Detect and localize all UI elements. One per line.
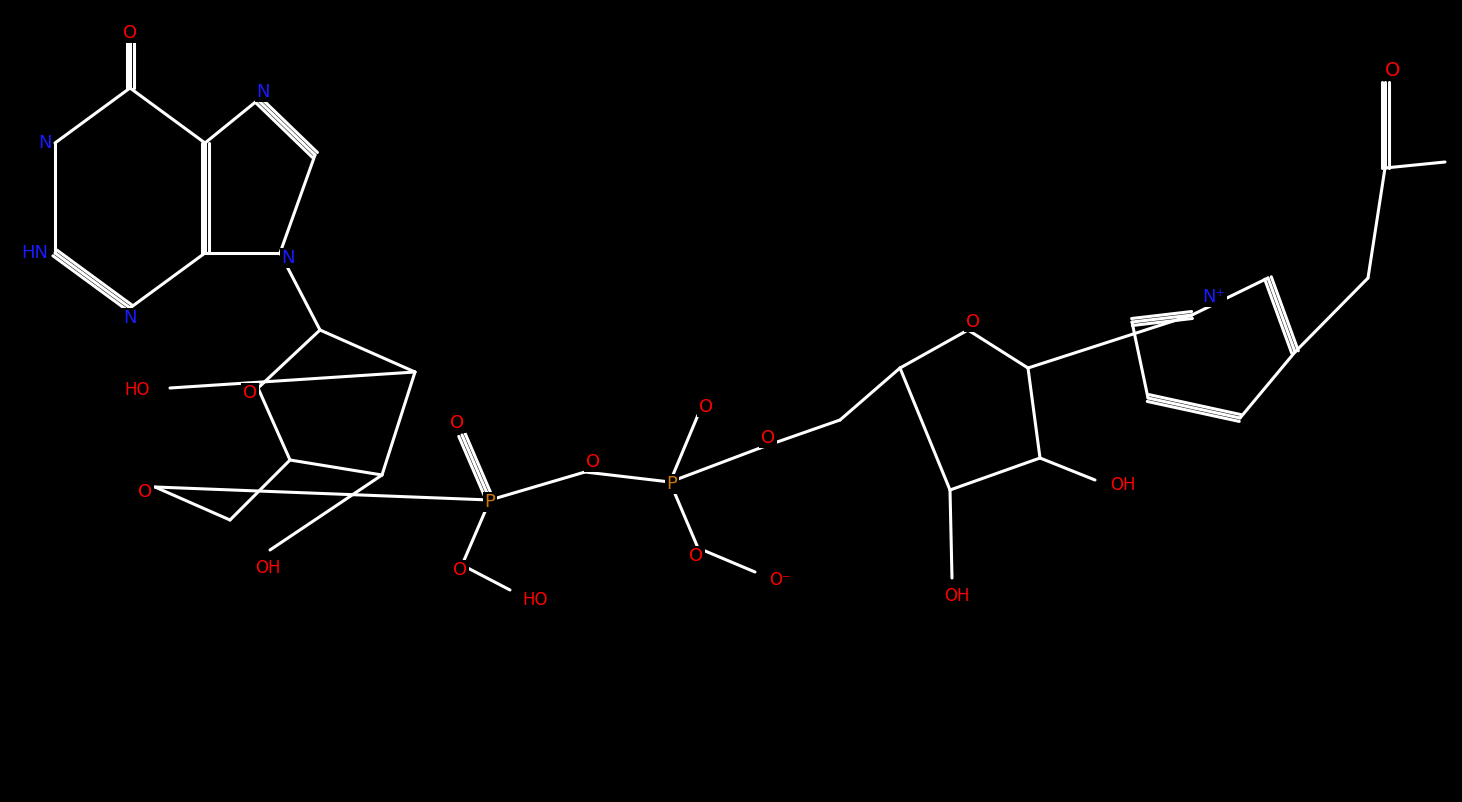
Text: O: O	[123, 24, 137, 42]
Text: N: N	[123, 309, 137, 327]
Text: HN: HN	[22, 244, 48, 262]
Text: O: O	[137, 483, 152, 501]
Text: O: O	[699, 398, 713, 416]
Text: O⁻: O⁻	[769, 571, 791, 589]
Text: N⁺: N⁺	[1203, 288, 1225, 306]
Text: N: N	[256, 83, 270, 101]
Text: OH: OH	[944, 587, 969, 605]
Text: O: O	[966, 313, 980, 331]
Text: O: O	[689, 547, 703, 565]
Text: O: O	[586, 453, 599, 471]
Text: HO: HO	[522, 591, 548, 609]
Text: HO: HO	[124, 381, 151, 399]
Text: P: P	[484, 493, 496, 511]
Text: O: O	[243, 384, 257, 402]
Text: O: O	[450, 414, 463, 432]
Text: O: O	[1386, 60, 1401, 79]
Text: OH: OH	[1110, 476, 1136, 494]
Text: OH: OH	[256, 559, 281, 577]
Text: N: N	[281, 249, 295, 267]
Text: O: O	[453, 561, 466, 579]
Text: N: N	[38, 134, 51, 152]
Text: O: O	[760, 429, 775, 447]
Text: P: P	[667, 475, 677, 493]
